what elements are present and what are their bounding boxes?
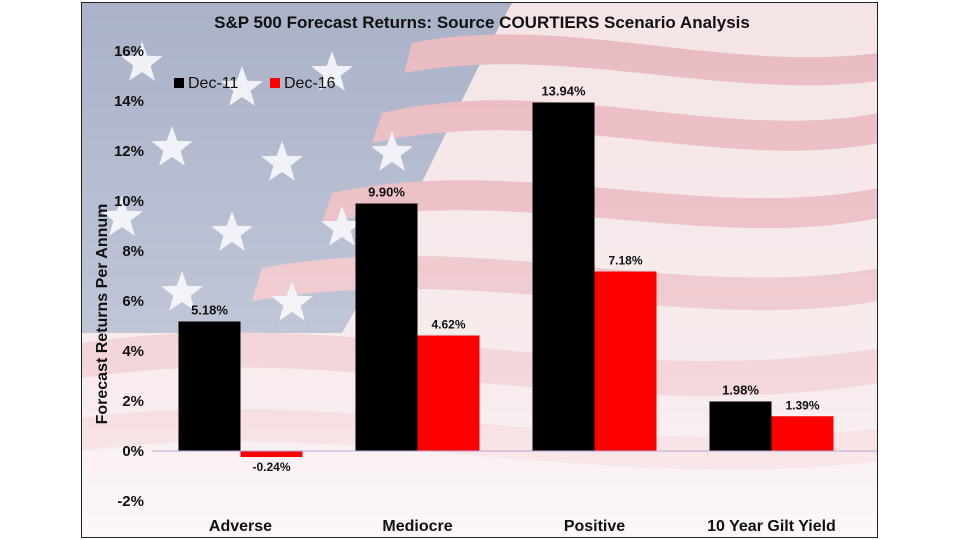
- chart-title: S&P 500 Forecast Returns: Source COURTIE…: [214, 13, 750, 32]
- data-label: 1.98%: [722, 383, 759, 398]
- category-label: 10 Year Gilt Yield: [707, 518, 836, 535]
- y-tick-label: 14%: [114, 93, 144, 110]
- category-label: Mediocre: [382, 518, 452, 535]
- bar-dec-16: [594, 271, 657, 451]
- y-tick-label: -2%: [117, 493, 144, 510]
- legend: Dec-11 Dec-16: [174, 75, 336, 92]
- data-label: 13.94%: [541, 84, 586, 99]
- data-label: 9.90%: [368, 185, 405, 200]
- y-tick-label: 6%: [122, 293, 144, 310]
- y-tick-label: 16%: [114, 43, 144, 60]
- y-tick-label: 2%: [122, 393, 144, 410]
- bar-dec-16: [771, 416, 834, 451]
- y-tick-label: 8%: [122, 243, 144, 260]
- chart-frame: S&P 500 Forecast Returns: Source COURTIE…: [81, 2, 878, 538]
- y-axis-ticks: -2% 0% 2% 4% 6% 8% 10% 12% 14% 16%: [114, 43, 144, 510]
- chart-svg: S&P 500 Forecast Returns: Source COURTIE…: [82, 3, 877, 537]
- bars: [178, 102, 834, 457]
- legend-swatch: [174, 78, 184, 88]
- y-tick-label: 4%: [122, 343, 144, 360]
- bar-dec-16: [240, 451, 303, 457]
- y-axis-label: Forecast Returns Per Annum: [94, 204, 111, 425]
- category-label: Adverse: [209, 518, 272, 535]
- bar-dec-11: [355, 203, 418, 451]
- data-label: 7.18%: [608, 254, 642, 268]
- data-labels: 5.18% -0.24% 9.90% 4.62% 13.94% 7.18% 1.98% 1.3…: [191, 84, 820, 475]
- y-tick-label: 10%: [114, 193, 144, 210]
- y-tick-label: 0%: [122, 443, 144, 460]
- y-tick-label: 12%: [114, 143, 144, 160]
- legend-label: Dec-11: [188, 75, 238, 92]
- category-label: Positive: [564, 518, 625, 535]
- bar-dec-16: [417, 335, 480, 451]
- data-label: -0.24%: [252, 460, 290, 474]
- legend-label: Dec-16: [284, 75, 336, 92]
- legend-swatch: [270, 78, 280, 88]
- bar-dec-11: [532, 102, 595, 451]
- bar-dec-11: [709, 401, 772, 451]
- bar-dec-11: [178, 321, 241, 451]
- data-label: 5.18%: [191, 303, 228, 318]
- data-label: 4.62%: [431, 318, 465, 332]
- category-labels: Adverse Mediocre Positive 10 Year Gilt Yiel…: [209, 518, 836, 535]
- data-label: 1.39%: [785, 398, 819, 412]
